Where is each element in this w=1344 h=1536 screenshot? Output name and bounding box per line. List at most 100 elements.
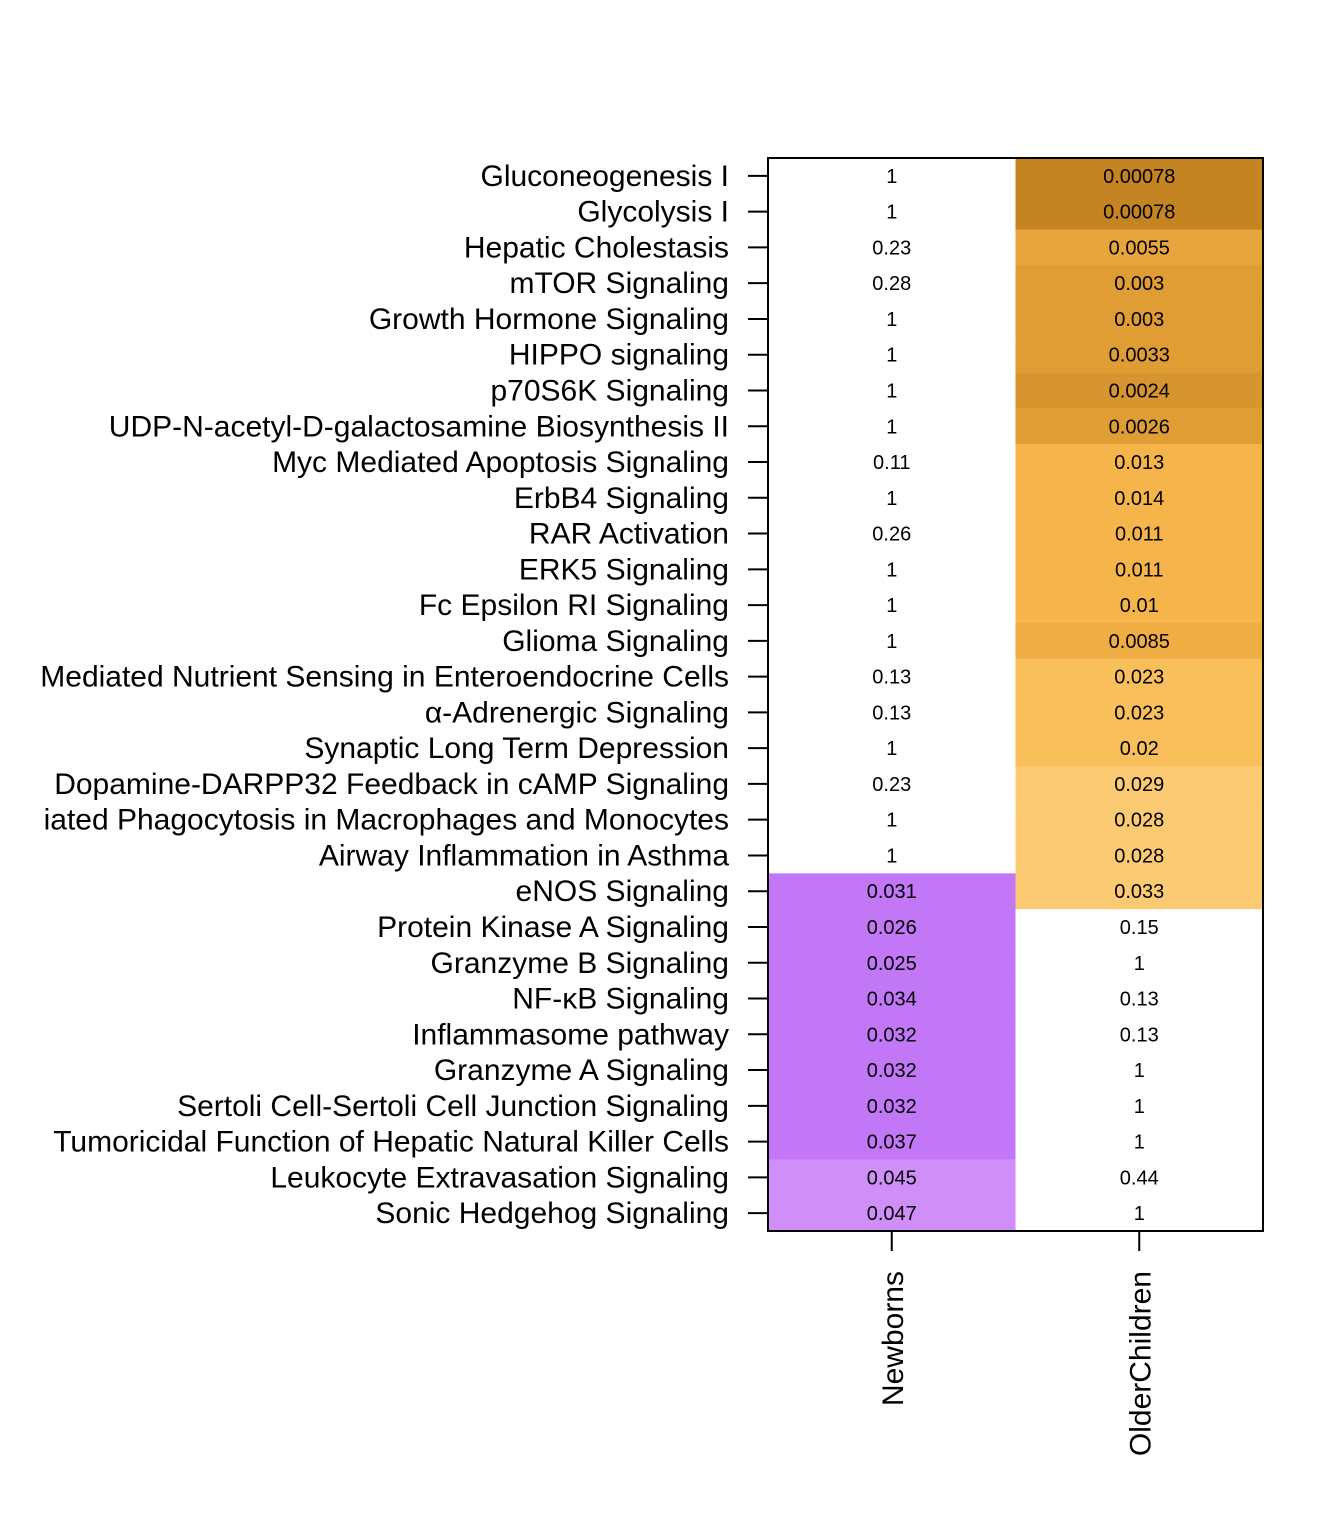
heatmap-cell <box>1015 587 1264 624</box>
cell-value-label: 1 <box>1134 1060 1145 1082</box>
cell-value-label: 0.28 <box>872 273 911 295</box>
row-label: α-Adrenergic Signaling <box>425 696 729 729</box>
row-label: Granzyme A Signaling <box>434 1054 729 1087</box>
cell-value-label: 1 <box>886 595 897 617</box>
cell-value-label: 0.034 <box>867 989 917 1011</box>
cell-value-label: 0.031 <box>867 881 917 903</box>
row-label: RAR Activation <box>529 518 729 551</box>
row-label: Growth Hormone Signaling <box>369 303 729 336</box>
heatmap-cell <box>1015 408 1264 445</box>
cell-value-label: 0.029 <box>1114 774 1164 796</box>
heatmap-cell <box>768 766 1017 803</box>
heatmap-cell <box>768 515 1017 553</box>
row-label: Synaptic Long Term Depression <box>304 732 729 765</box>
row-label: Sertoli Cell-Sertoli Cell Junction Signa… <box>177 1090 729 1123</box>
heatmap-cell <box>768 336 1017 374</box>
cell-value-label: 1 <box>1134 1203 1145 1225</box>
cell-value-label: 0.0033 <box>1109 345 1170 367</box>
cell-value-label: 0.032 <box>867 1096 917 1118</box>
cell-value-label: 0.01 <box>1120 595 1159 617</box>
heatmap-cell <box>768 479 1017 517</box>
heatmap-cell <box>1015 1052 1264 1089</box>
heatmap-cell <box>768 980 1017 1017</box>
heatmap-cell <box>1015 622 1264 660</box>
cell-value-label: 0.23 <box>872 774 911 796</box>
heatmap-cell <box>768 837 1017 874</box>
heatmap-cell <box>768 1087 1017 1125</box>
heatmap-cell <box>768 193 1017 231</box>
cell-value-label: 0.033 <box>1114 881 1164 903</box>
heatmap-cell <box>768 551 1017 588</box>
cell-value-label: 0.026 <box>867 917 917 939</box>
row-label: Myc Mediated Apoptosis Signaling <box>272 446 729 479</box>
cell-value-label: 1 <box>886 416 897 438</box>
heatmap-cell <box>768 1195 1017 1232</box>
row-label: eNOS Signaling <box>516 875 729 908</box>
row-label: Mediated Nutrient Sensing in Enteroendoc… <box>40 661 729 694</box>
heatmap-cell <box>768 873 1017 910</box>
cell-value-label: 0.032 <box>867 1024 917 1046</box>
cell-value-label: 0.00078 <box>1103 202 1175 224</box>
heatmap-cell <box>1015 658 1264 696</box>
heatmap-cell <box>768 265 1017 302</box>
cell-value-label: 0.00078 <box>1103 166 1175 188</box>
row-label: Protein Kinase A Signaling <box>377 911 729 944</box>
column-axis: Newborns OlderChildren <box>877 1231 1157 1456</box>
cell-value-label: 0.032 <box>867 1060 917 1082</box>
row-label: Granzyme B Signaling <box>431 947 729 980</box>
heatmap-cell <box>1015 694 1264 731</box>
cell-value-label: 1 <box>886 738 897 760</box>
heatmap-cell <box>768 408 1017 445</box>
heatmap-cell <box>1015 944 1264 982</box>
cell-value-label: 1 <box>886 166 897 188</box>
row-label: Fc Epsilon RI Signaling <box>419 589 729 622</box>
cell-value-label: 0.047 <box>867 1203 917 1225</box>
heatmap-cell <box>1015 909 1264 946</box>
row-label: HIPPO signaling <box>509 339 729 372</box>
cell-value-label: 0.44 <box>1120 1167 1159 1189</box>
cell-value-label: 0.011 <box>1115 559 1164 581</box>
cell-value-label: 0.15 <box>1120 917 1159 939</box>
row-label: ERK5 Signaling <box>519 553 729 586</box>
row-label: Dopamine-DARPP32 Feedback in cAMP Signal… <box>54 768 729 801</box>
heatmap-cell <box>1015 229 1264 266</box>
cell-value-label: 1 <box>886 380 897 402</box>
cell-value-label: 0.23 <box>872 237 911 259</box>
row-label: NF-κB Signaling <box>512 983 729 1016</box>
heatmap-cell <box>1015 515 1264 553</box>
cell-value-label: 0.13 <box>872 702 911 724</box>
cell-value-label: 0.13 <box>1120 1024 1159 1046</box>
heatmap-cell <box>1015 980 1264 1017</box>
heatmap-cell <box>1015 1016 1264 1053</box>
cell-value-label: 0.0024 <box>1109 380 1170 402</box>
cell-value-label: 0.023 <box>1114 702 1164 724</box>
row-label: p70S6K Signaling <box>490 374 729 407</box>
row-label: Glycolysis I <box>577 196 729 229</box>
heatmap-cell <box>768 1123 1017 1161</box>
cell-value-label: 1 <box>886 631 897 653</box>
cell-value-label: 0.02 <box>1120 738 1159 760</box>
cell-value-label: 0.025 <box>867 953 917 975</box>
row-label: mTOR Signaling <box>509 267 729 300</box>
heatmap-cell <box>768 229 1017 266</box>
heatmap-cell <box>1015 372 1264 409</box>
row-label: Gluconeogenesis I <box>481 160 730 193</box>
heatmap-cell <box>1015 301 1264 338</box>
cell-value-label: 0.11 <box>873 452 910 474</box>
row-label: Glioma Signaling <box>502 625 729 658</box>
heatmap-cell <box>768 622 1017 660</box>
row-label: iated Phagocytosis in Macrophages and Mo… <box>44 804 729 837</box>
heatmap-cell <box>768 587 1017 624</box>
cell-value-label: 1 <box>1134 1096 1145 1118</box>
heatmap-cell <box>768 658 1017 696</box>
cell-value-label: 0.028 <box>1114 845 1164 867</box>
cell-value-label: 0.028 <box>1114 810 1164 832</box>
heatmap-cell <box>1015 873 1264 910</box>
column-label: OlderChildren <box>1124 1271 1157 1456</box>
row-label: Inflammasome pathway <box>412 1018 729 1051</box>
heatmap-cell <box>1015 193 1264 231</box>
cell-value-label: 1 <box>886 345 897 367</box>
heatmap-cell <box>1015 1123 1264 1161</box>
row-label: Leukocyte Extravasation Signaling <box>270 1161 729 1194</box>
